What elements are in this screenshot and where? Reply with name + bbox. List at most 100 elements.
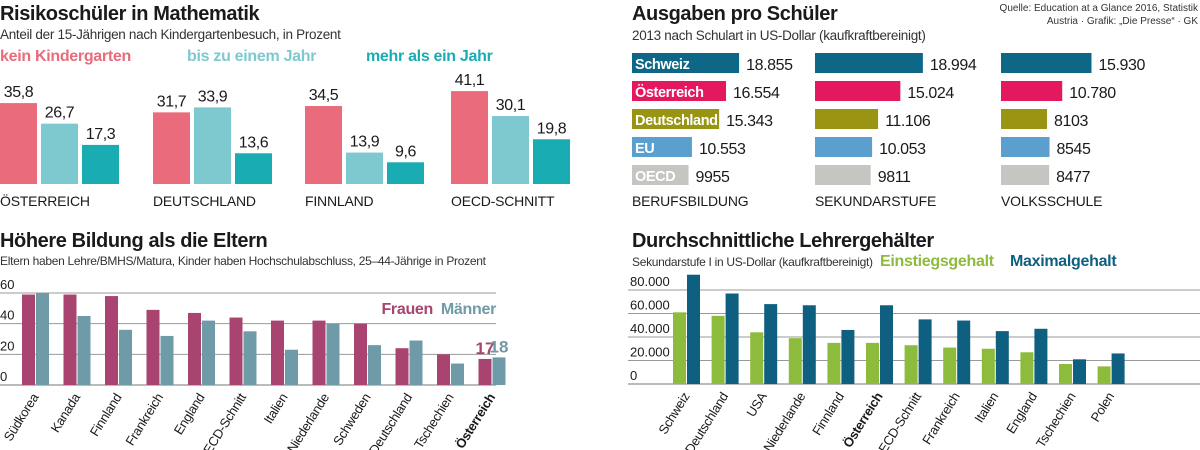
- bar-tschechien-einstiegsgehalt: [1059, 364, 1072, 384]
- bar-italien-maximalgehalt: [995, 331, 1009, 384]
- data-label: 15.343: [726, 113, 773, 130]
- bar-oecd-schnitt-frauen: [229, 317, 243, 385]
- category-label-deutschland: Deutschland: [366, 391, 415, 450]
- data-label: 19,8: [537, 120, 567, 137]
- data-label: 16.554: [733, 85, 780, 102]
- bar-finnland-frauen: [105, 296, 118, 385]
- bar-tschechien-männer: [451, 363, 464, 385]
- bar-oecd-schnitt-mehr-als-ein-jahr: [533, 139, 570, 184]
- bar-italien-männer: [285, 349, 298, 385]
- legend-mehr-als-ein-jahr: mehr als ein Jahr: [366, 48, 493, 65]
- bar-usa-einstiegsgehalt: [750, 332, 764, 384]
- bar-italien-einstiegsgehalt: [981, 348, 995, 384]
- bar-tschechien-frauen: [437, 354, 450, 385]
- bar-schweden-männer: [368, 345, 381, 385]
- legend-frauen: Frauen: [381, 301, 433, 318]
- group-label-oecd-schnitt: OECD-SCHNITT: [451, 193, 555, 209]
- data-label: 8545: [1057, 141, 1091, 158]
- category-label-südkorea: Südkorea: [1, 390, 43, 444]
- data-label: 9811: [878, 169, 911, 186]
- y-tick-label: 80.000: [630, 274, 670, 289]
- bar-österreich-bis-zu-einem-jahr: [41, 123, 78, 184]
- bar-volksschule-oecd: [1001, 165, 1050, 185]
- data-label: 35,8: [4, 84, 34, 101]
- data-label: 13,6: [239, 134, 269, 151]
- bar-volksschule-österreich: [1001, 81, 1063, 101]
- bar-frankreich-einstiegsgehalt: [943, 347, 957, 384]
- bar-berufsbildung-schweiz: [632, 53, 740, 73]
- data-label: 11.106: [885, 113, 931, 130]
- chart1-title: Risikoschüler in Mathematik: [0, 3, 261, 25]
- bar-kanada-frauen: [63, 294, 77, 385]
- chart3-subtitle: Eltern haben Lehre/BMHS/Matura, Kinder h…: [0, 254, 487, 268]
- bar-niederlande-einstiegsgehalt: [788, 338, 802, 384]
- country-label-schweiz: Schweiz: [635, 57, 690, 73]
- bar-italien-frauen: [271, 320, 284, 385]
- category-label-england: England: [1003, 390, 1040, 437]
- panel-label-sekundarstufe: SEKUNDARSTUFE: [815, 193, 936, 209]
- bar-finnland-bis-zu-einem-jahr: [346, 152, 383, 184]
- category-label-frankreich: Frankreich: [919, 390, 963, 448]
- category-label-schweden: Schweden: [330, 391, 374, 448]
- data-label: 31,7: [157, 93, 187, 110]
- data-label: 30,1: [496, 97, 526, 114]
- bar-deutschland-kein-kindergarten: [153, 112, 190, 184]
- bar-südkorea-männer: [36, 293, 49, 385]
- source-line-2: Austria · Grafik: „Die Presse“ · GK: [1047, 16, 1198, 27]
- chart4-title: Durchschnittliche Lehrergehälter: [632, 230, 934, 252]
- chart2-subtitle: 2013 nach Schulart in US-Dollar (kaufkra…: [632, 28, 926, 43]
- bar-volksschule-eu: [1001, 137, 1050, 157]
- bar-england-männer: [202, 320, 215, 385]
- data-label: 9,6: [395, 143, 417, 160]
- bar-finnland-kein-kindergarten: [305, 106, 342, 184]
- data-label: 34,5: [309, 87, 339, 104]
- bar-niederlande-männer: [326, 323, 340, 385]
- chart4-bars: 020.00040.00060.00080.000SchweizDeutschl…: [628, 274, 1200, 450]
- annotation-oesterreich-männer: 18: [490, 337, 509, 356]
- chart2-bars: Schweiz 18.855 Österreich 16.554 Deutschland…: [632, 53, 1146, 209]
- bar-frankreich-maximalgehalt: [957, 320, 971, 384]
- bar-finnland-maximalgehalt: [841, 329, 855, 384]
- bar-usa-maximalgehalt: [764, 304, 778, 384]
- category-label-finnland: Finnland: [809, 390, 847, 438]
- y-tick-label: 60.000: [630, 298, 670, 313]
- bar-deutschland-einstiegsgehalt: [711, 315, 725, 384]
- data-label: 10.053: [879, 141, 926, 158]
- bar-berufsbildung-oecd: [632, 165, 689, 185]
- category-label-finnland: Finnland: [87, 391, 125, 439]
- data-label: 15.930: [1098, 57, 1145, 74]
- data-label: 9955: [696, 169, 730, 186]
- bar-österreich-mehr-als-ein-jahr: [82, 144, 119, 184]
- data-label: 18.994: [930, 57, 977, 74]
- data-label: 26,7: [45, 105, 75, 122]
- category-label-österreich: Österreich: [452, 390, 498, 450]
- category-label-niederlande: Niederlande: [284, 391, 332, 450]
- bar-tschechien-maximalgehalt: [1073, 359, 1086, 384]
- chart1-bars: 35,8 26,7 17,3 ÖSTERREICH 31,7 33,9 13,6 DEUTSC…: [0, 72, 570, 209]
- data-label: 33,9: [198, 88, 228, 105]
- bar-sekundarstufe-schweiz: [815, 53, 923, 73]
- bar-volksschule-deutschland: [1001, 109, 1048, 129]
- chart2-title: Ausgaben pro Schüler: [632, 3, 838, 25]
- bar-finnland-einstiegsgehalt: [827, 342, 841, 384]
- data-label: 17,3: [86, 126, 116, 143]
- y-tick-label: 40.000: [630, 321, 670, 336]
- chart4-subtitle: Sekundarstufe I in US-Dollar (kaufkraftb…: [632, 255, 873, 269]
- bar-oecd-schnitt-bis-zu-einem-jahr: [492, 115, 529, 184]
- panel-label-berufsbildung: BERUFSBILDUNG: [632, 193, 748, 209]
- bar-polen-maximalgehalt: [1111, 353, 1125, 384]
- bar-österreich-maximalgehalt: [880, 305, 893, 384]
- y-tick-label: 0: [630, 368, 637, 383]
- legend-maximalgehalt: Maximalgehalt: [1010, 253, 1117, 270]
- country-label-deutschland: Deutschland: [635, 113, 718, 129]
- bar-england-einstiegsgehalt: [1020, 352, 1034, 384]
- category-label-tschechien: Tschechien: [1033, 390, 1079, 450]
- category-label-tschechien: Tschechien: [411, 391, 457, 450]
- country-label-oecd: OECD: [635, 169, 675, 185]
- category-label-polen: Polen: [1088, 390, 1118, 425]
- data-label: 41,1: [455, 72, 485, 89]
- bar-berufsbildung-deutschland: [632, 109, 720, 129]
- bar-berufsbildung-österreich: [632, 81, 727, 101]
- bar-oecd-schnitt-kein-kindergarten: [451, 91, 488, 184]
